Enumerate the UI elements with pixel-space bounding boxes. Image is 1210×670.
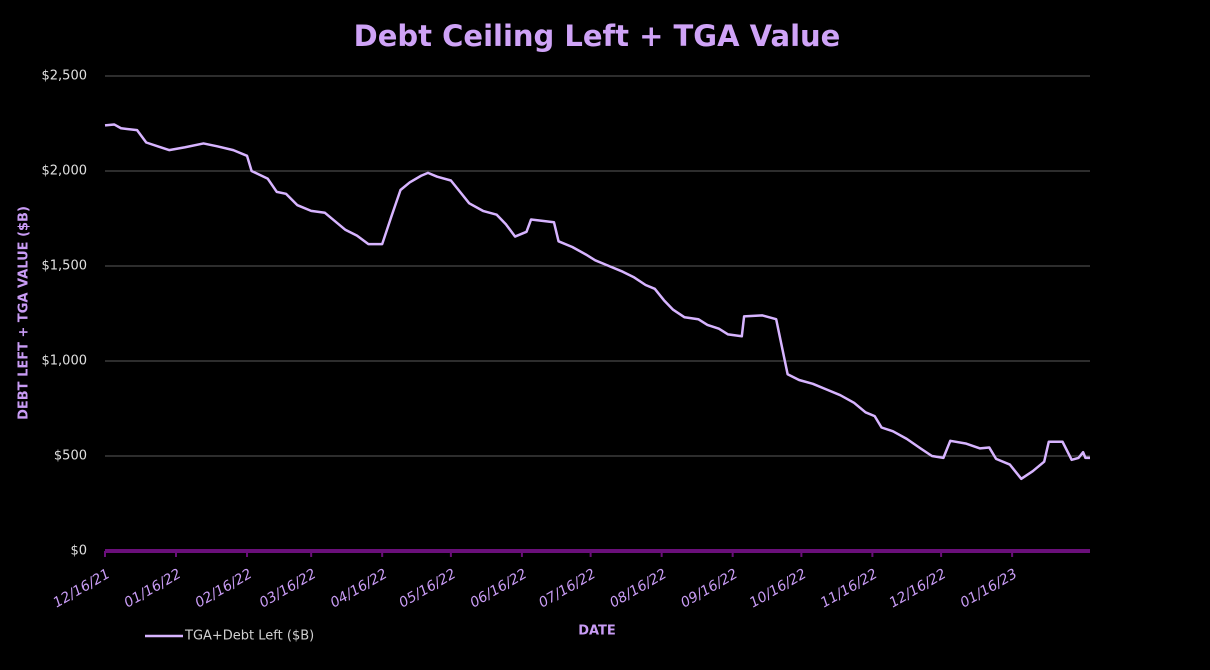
x-tick-label: 02/16/22: [193, 566, 256, 611]
chart-title: Debt Ceiling Left + TGA Value: [354, 19, 841, 53]
x-tick-label: 12/16/21: [51, 566, 113, 611]
y-tick-label: $2,000: [42, 164, 88, 179]
x-tick-label: 10/16/22: [747, 566, 810, 611]
y-tick-label: $2,500: [42, 69, 88, 84]
y-axis-label: DEBT LEFT + TGA VALUE ($B): [17, 206, 32, 420]
x-tick-label: 01/16/23: [958, 566, 1020, 611]
x-axis-label: DATE: [578, 624, 616, 639]
data-line: [104, 123, 1090, 481]
x-tick-label: 03/16/22: [257, 566, 320, 611]
x-tick-label: 04/16/22: [328, 566, 391, 611]
x-tick-label: 01/16/22: [122, 566, 185, 611]
y-tick-label: $0: [70, 544, 87, 559]
x-tick-label: 08/16/22: [607, 566, 670, 611]
x-tick-label: 06/16/22: [467, 566, 530, 611]
x-tick-label: 05/16/22: [396, 566, 459, 611]
x-tick-label: 11/16/22: [818, 566, 881, 611]
legend-label: TGA+Debt Left ($B): [184, 629, 314, 644]
y-tick-label: $1,500: [42, 259, 88, 274]
y-tick-label: $500: [54, 449, 87, 464]
x-tick-label: 09/16/22: [678, 566, 741, 611]
x-tick-label: 07/16/22: [536, 566, 599, 611]
x-tick-label: 12/16/22: [887, 566, 950, 611]
y-tick-label: $1,000: [42, 354, 88, 369]
